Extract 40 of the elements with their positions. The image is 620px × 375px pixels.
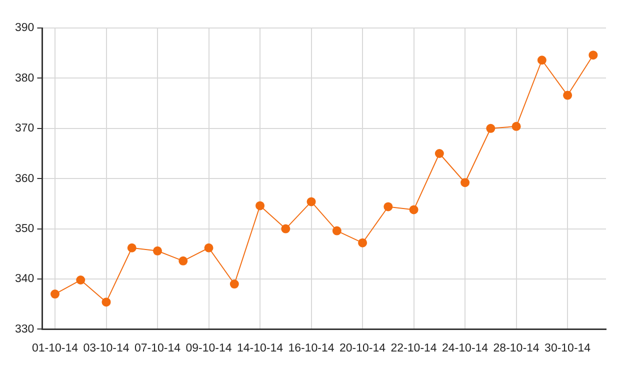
x-tick-label: 09-10-14 [186,342,232,354]
y-tick-label: 370 [15,122,34,135]
point [153,246,162,256]
point [460,178,470,188]
y-tick-label: 340 [15,273,34,286]
y-tick-label: 380 [15,72,34,84]
x-tick-label: 01-10-14 [32,342,79,354]
point [178,256,188,266]
point [384,202,393,212]
point [512,122,521,131]
y-tick-label: 360 [15,172,34,185]
point [409,205,418,214]
point [281,224,290,234]
point [230,280,239,289]
x-tick-label: 03-10-14 [83,342,130,354]
x-tick-label: 14-10-14 [237,342,284,354]
point [358,238,368,248]
y-tick-label: 350 [15,222,34,235]
point [332,226,342,236]
x-tick-label: 30-10-14 [544,342,592,354]
x-tick-label: 22-10-14 [390,342,438,354]
x-tick-label: 07-10-14 [134,342,182,354]
point [127,243,136,252]
point [486,124,496,133]
x-tick-label: 16-10-14 [288,342,335,354]
point [434,149,444,158]
point [204,243,214,252]
point [76,276,86,285]
point [102,298,111,307]
point [50,290,60,299]
x-tick-label: 24-10-14 [442,342,489,354]
y-tick-label: 330 [15,323,34,336]
point [256,201,265,210]
x-tick-label: 28-10-14 [493,342,540,354]
point [537,56,546,65]
x-tick-label: 20-10-14 [340,342,386,354]
y-tick-label: 390 [15,22,34,34]
point [588,50,598,60]
point [306,197,316,206]
point [563,90,572,100]
